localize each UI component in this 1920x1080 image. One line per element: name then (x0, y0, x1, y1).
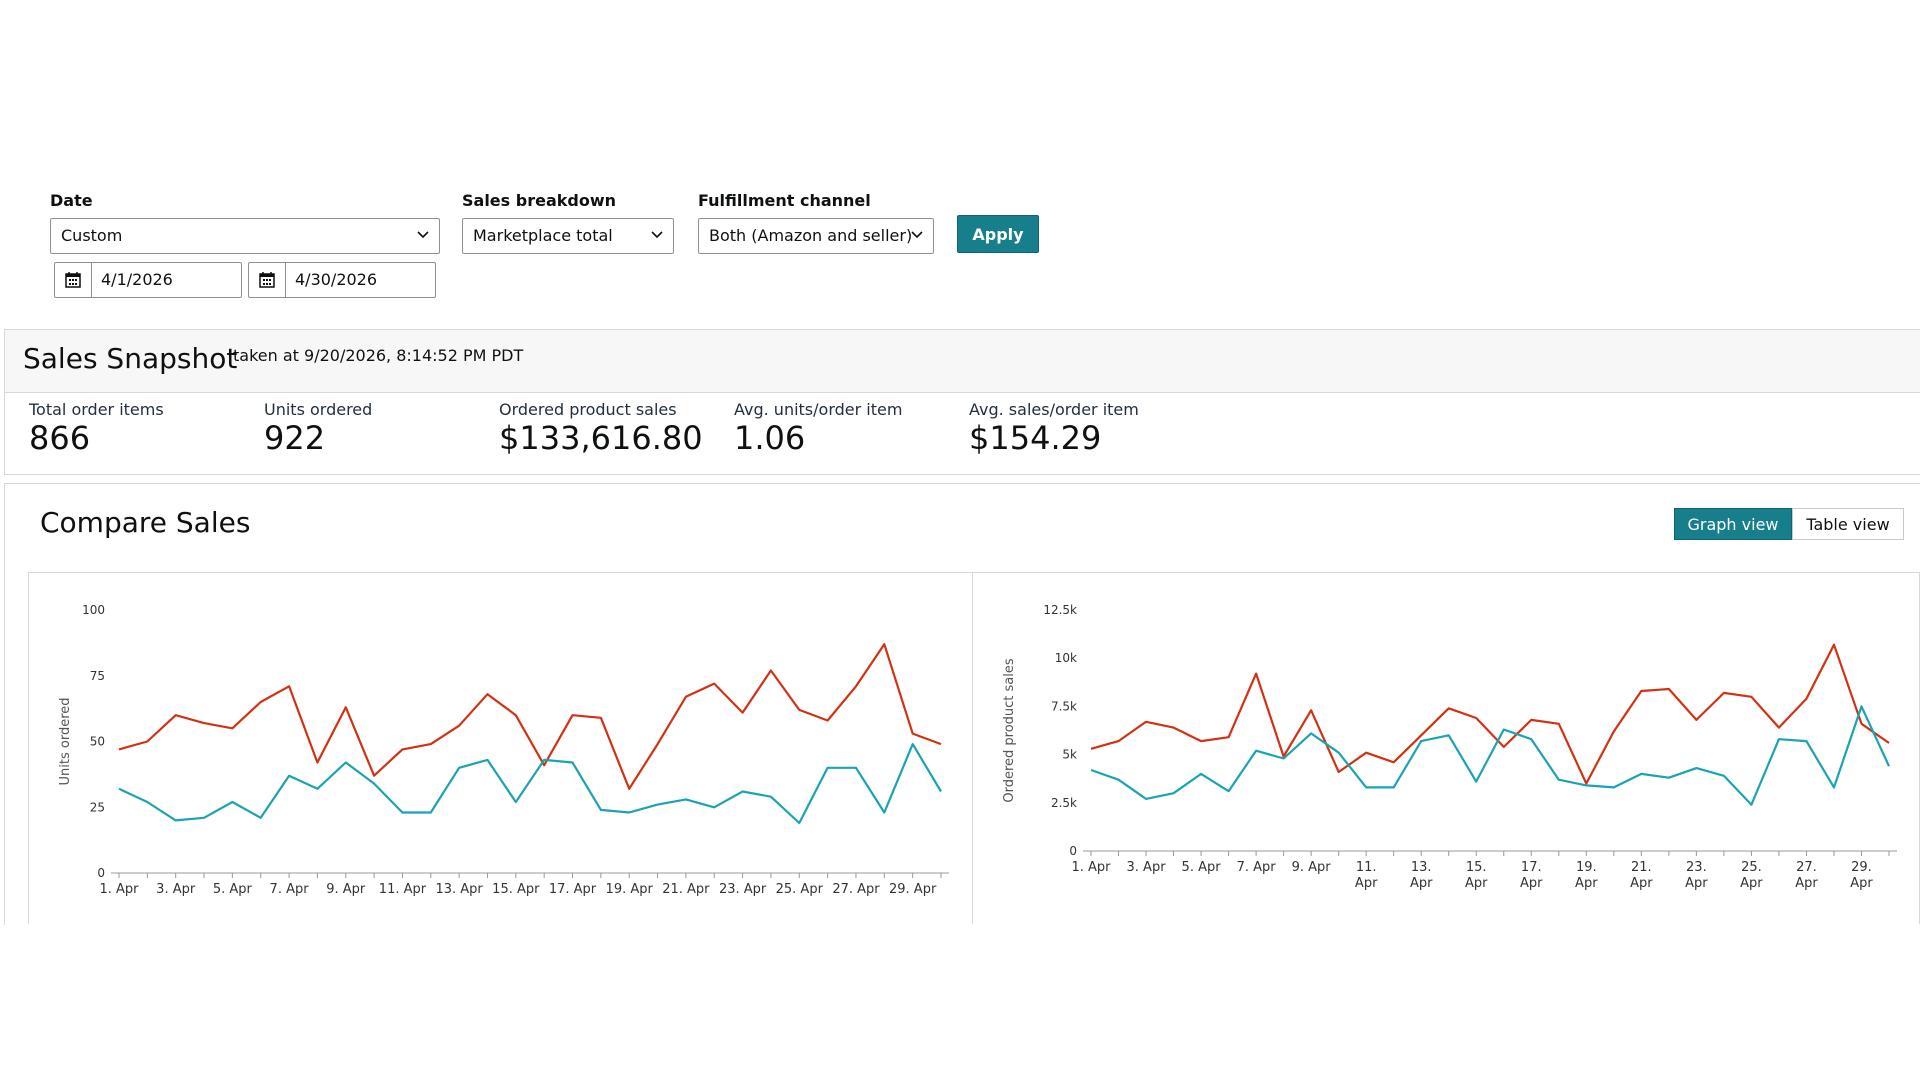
metric-label: Units ordered (264, 400, 373, 419)
compare-sales-title: Compare Sales (40, 506, 251, 539)
x-tick-label: 9. Apr (1292, 860, 1332, 875)
snapshot-title: Sales Snapshot (23, 342, 238, 375)
x-tick-label: 1. Apr (99, 882, 139, 897)
fulfillment-channel-value: Both (Amazon and seller) (709, 226, 913, 245)
metric-label: Ordered product sales (499, 400, 677, 419)
metric-total-order-items: Total order items 866 (29, 400, 164, 457)
x-tick-label: 13. Apr (435, 882, 483, 897)
start-date-value: 4/1/2026 (101, 270, 173, 289)
x-tick-label: 23. Apr (1685, 860, 1708, 891)
x-tick-label: 21. Apr (662, 882, 710, 897)
units-ordered-chart: 0 25 50 75 100 Units ordered 1. Apr 3. Apr 5. Ap… (58, 603, 949, 897)
y-tick-label: 0 (1069, 844, 1077, 858)
x-tick-label: 5. Apr (213, 882, 253, 897)
series-line-1 (1090, 705, 1890, 806)
y-axis-label: Ordered product sales (1002, 658, 1017, 803)
x-tick-label: 11. Apr (1355, 860, 1378, 891)
x-tick-label: 19. Apr (1575, 860, 1598, 891)
y-tick-label: 5k (1062, 748, 1077, 762)
chevron-down-icon (651, 231, 663, 239)
y-tick-label: 100 (82, 603, 105, 617)
metric-value: $154.29 (969, 419, 1102, 457)
metric-avg-sales-per-order-item: Avg. sales/order item $154.29 (969, 400, 1139, 457)
sales-breakdown-value: Marketplace total (473, 226, 613, 245)
x-tick-label: 21. Apr (1630, 860, 1653, 891)
date-select[interactable]: Custom (50, 218, 440, 254)
metric-label: Avg. units/order item (734, 400, 903, 419)
y-tick-label: 2.5k (1051, 796, 1077, 810)
y-tick-label: 10k (1055, 651, 1077, 665)
series-line-0 (118, 643, 942, 790)
x-tick-label: 23. Apr (719, 882, 767, 897)
x-tick-label: 7. Apr (1237, 860, 1277, 875)
x-tick-label: 5. Apr (1182, 860, 1222, 875)
series-line-1 (118, 743, 942, 825)
y-tick-label: 12.5k (1043, 603, 1077, 617)
x-tick-label: 29. Apr (889, 882, 937, 897)
fulfillment-channel-select[interactable]: Both (Amazon and seller) (698, 218, 934, 254)
x-tick-label: 15. Apr (492, 882, 540, 897)
metric-label: Avg. sales/order item (969, 400, 1139, 419)
x-tick-label: 19. Apr (606, 882, 654, 897)
metric-avg-units-per-order-item: Avg. units/order item 1.06 (734, 400, 902, 457)
x-tick-label: 3. Apr (1127, 860, 1167, 875)
calendar-icon[interactable] (249, 263, 286, 297)
sales-snapshot-panel: Sales Snapshot taken at 9/20/2026, 8:14:… (4, 329, 1920, 475)
x-tick-label: 27. Apr (1795, 860, 1818, 891)
start-date-input[interactable]: 4/1/2026 (54, 262, 242, 298)
sales-chart-box: 0 2.5k 5k 7.5k 10k 12.5k Ordered product sales… (972, 572, 1920, 924)
metric-ordered-product-sales: Ordered product sales $133,616.80 (499, 400, 703, 457)
ordered-product-sales-chart: 0 2.5k 5k 7.5k 10k 12.5k Ordered product sales… (1002, 603, 1897, 891)
x-tick-label: 11. Apr (379, 882, 427, 897)
x-tick-label: 13. Apr (1410, 860, 1433, 891)
table-view-button[interactable]: Table view (1792, 508, 1904, 540)
x-tick-label: 17. Apr (549, 882, 597, 897)
y-tick-label: 50 (90, 735, 105, 749)
apply-button[interactable]: Apply (957, 215, 1039, 253)
metric-value: 866 (29, 419, 91, 457)
chevron-down-icon (417, 231, 429, 239)
snapshot-timestamp: taken at 9/20/2026, 8:14:52 PM PDT (233, 346, 524, 365)
x-tick-label: 9. Apr (326, 882, 366, 897)
x-tick-label: 25. Apr (776, 882, 824, 897)
x-tick-label: 7. Apr (270, 882, 310, 897)
sales-breakdown-select[interactable]: Marketplace total (462, 218, 674, 254)
x-tick-label: 1. Apr (1071, 860, 1111, 875)
y-tick-label: 75 (90, 669, 105, 683)
date-select-value: Custom (61, 226, 123, 245)
y-axis-label: Units ordered (58, 698, 73, 786)
sales-breakdown-label: Sales breakdown (462, 191, 616, 210)
snapshot-header: Sales Snapshot taken at 9/20/2026, 8:14:… (5, 330, 1920, 393)
y-tick-label: 7.5k (1051, 699, 1077, 713)
x-tick-label: 17. Apr (1520, 860, 1543, 891)
metric-value: 922 (264, 419, 326, 457)
metric-units-ordered: Units ordered 922 (264, 400, 372, 457)
y-tick-label: 25 (90, 800, 105, 814)
metric-value: $133,616.80 (499, 419, 703, 457)
metric-value: 1.06 (734, 419, 806, 457)
graph-view-button[interactable]: Graph view (1674, 508, 1792, 540)
metric-label: Total order items (29, 400, 164, 419)
x-tick-label: 29. Apr (1850, 860, 1873, 891)
x-tick-label: 25. Apr (1740, 860, 1763, 891)
x-tick-label: 27. Apr (832, 882, 880, 897)
x-tick-label: 3. Apr (156, 882, 196, 897)
x-tick-label: 15. Apr (1465, 860, 1488, 891)
date-label: Date (50, 191, 93, 210)
series-line-0 (1090, 643, 1890, 785)
units-chart-box: 0 25 50 75 100 Units ordered 1. Apr 3. Apr 5. Ap… (28, 572, 974, 924)
end-date-value: 4/30/2026 (295, 270, 378, 289)
fulfillment-channel-label: Fulfillment channel (698, 191, 871, 210)
y-tick-label: 0 (97, 866, 105, 880)
calendar-icon[interactable] (55, 263, 92, 297)
chevron-down-icon (911, 231, 923, 239)
end-date-input[interactable]: 4/30/2026 (248, 262, 436, 298)
